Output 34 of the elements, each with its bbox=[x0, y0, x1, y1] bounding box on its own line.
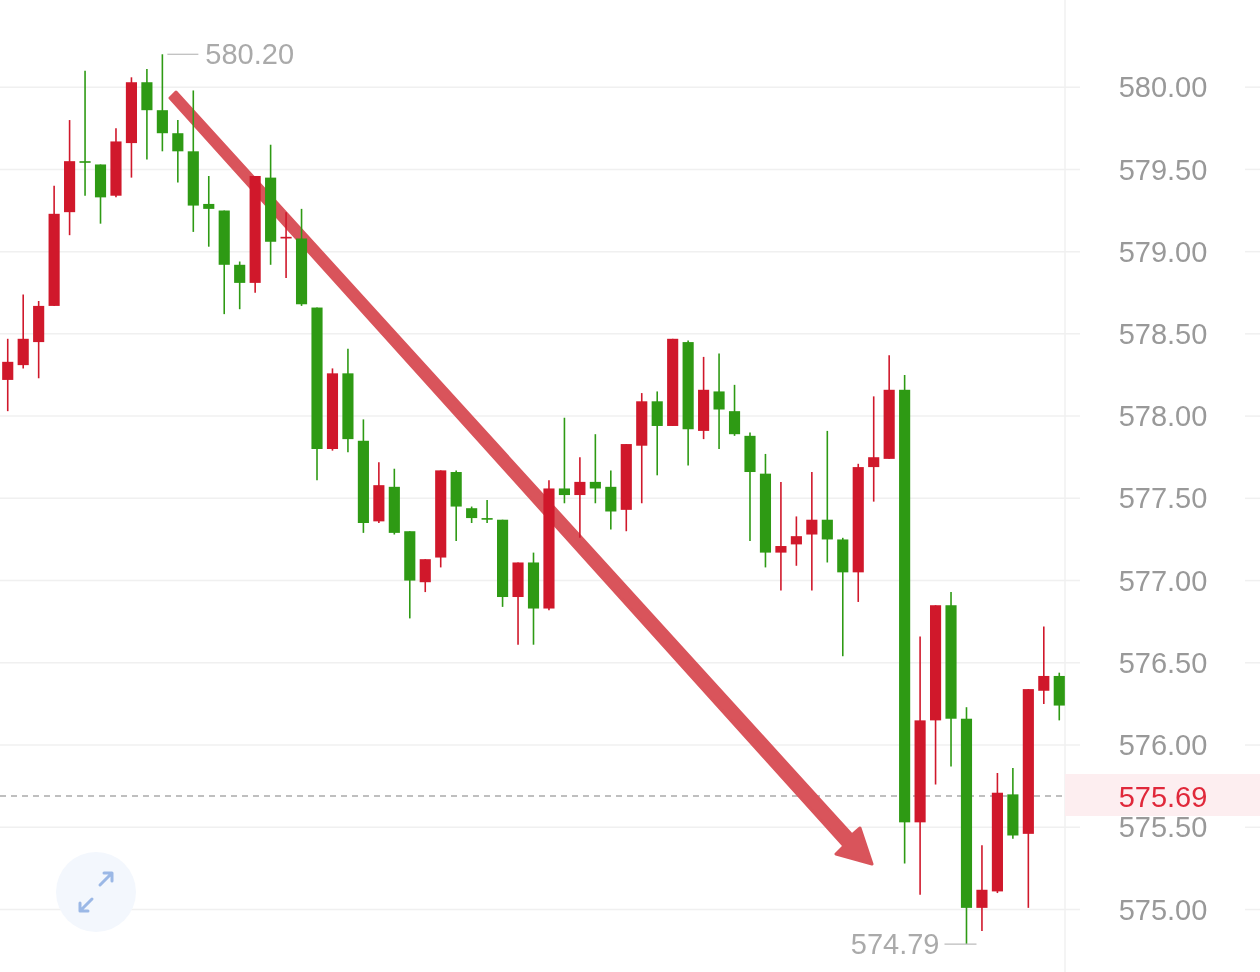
y-tick-label: 578.50 bbox=[1118, 318, 1208, 351]
y-tick-label: 580.00 bbox=[1118, 71, 1208, 104]
candlestick bbox=[79, 69, 91, 197]
candlestick bbox=[728, 384, 741, 437]
y-tick-label: 575.50 bbox=[1118, 811, 1208, 844]
candlestick bbox=[821, 430, 833, 564]
y-tick-label: 575.00 bbox=[1118, 893, 1208, 926]
candlestick bbox=[234, 260, 246, 310]
y-tick-label: 579.00 bbox=[1118, 235, 1208, 268]
candlestick bbox=[481, 499, 493, 524]
candlestick bbox=[172, 119, 184, 184]
candlestick bbox=[574, 456, 586, 539]
y-tick-label: 576.50 bbox=[1118, 646, 1208, 679]
y-tick-label: 577.00 bbox=[1118, 564, 1208, 597]
y-tick-label: 576.00 bbox=[1118, 729, 1208, 762]
y-tick-label: 577.50 bbox=[1118, 482, 1208, 515]
candlestick bbox=[203, 175, 215, 248]
ref-line-label: 575.69 bbox=[1118, 781, 1208, 814]
y-tick-label: 578.00 bbox=[1118, 400, 1208, 433]
annotation: 580.20 bbox=[205, 38, 295, 71]
candlestick bbox=[806, 471, 818, 592]
candlestick bbox=[775, 481, 787, 592]
candlestick bbox=[419, 558, 431, 593]
candlestick bbox=[713, 352, 725, 450]
candlestick bbox=[790, 515, 802, 567]
candlestick bbox=[589, 433, 601, 505]
candlestick bbox=[558, 416, 570, 505]
candlestick bbox=[868, 395, 880, 503]
annotation: 574.79 bbox=[850, 928, 940, 961]
candlestick bbox=[2, 338, 14, 412]
candlestick bbox=[1038, 625, 1050, 705]
y-tick-label: 579.50 bbox=[1118, 153, 1208, 186]
candlestick bbox=[156, 53, 168, 153]
candlestick bbox=[976, 844, 988, 932]
